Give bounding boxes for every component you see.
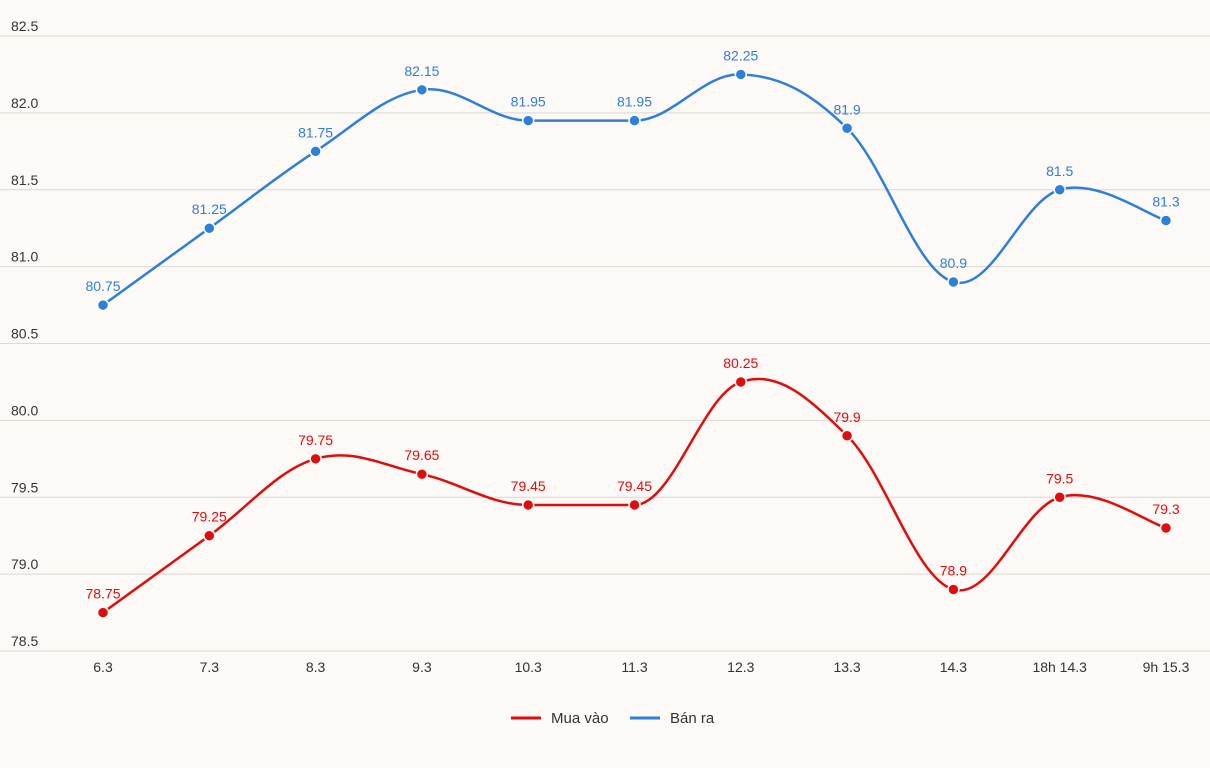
data-point[interactable]	[1159, 214, 1173, 227]
data-label: 79.5	[1046, 470, 1073, 486]
data-label: 79.9	[833, 409, 860, 425]
data-labels: 78.75 79.25 79.75 79.65 79.45 79.45 80.25 79.9 7…	[85, 47, 1179, 601]
x-tick-label: 7.3	[200, 659, 220, 675]
y-tick-label: 80.5	[11, 326, 38, 342]
y-tick-label: 79.0	[11, 556, 38, 572]
data-point[interactable]	[415, 467, 429, 481]
x-tick-label: 8.3	[306, 659, 326, 675]
data-label: 79.75	[298, 432, 333, 448]
y-tick-label: 78.5	[11, 633, 38, 649]
data-point[interactable]	[1159, 521, 1173, 535]
legend: Mua vào Bán ra	[511, 710, 715, 727]
data-label: 81.95	[617, 94, 652, 110]
x-tick-label: 9.3	[412, 659, 432, 675]
data-label: 82.15	[404, 63, 439, 79]
x-tick-label: 14.3	[940, 659, 967, 675]
data-label: 79.25	[192, 509, 227, 525]
data-label: 79.3	[1152, 501, 1179, 517]
y-tick-label: 79.5	[11, 479, 38, 495]
data-points	[96, 68, 1173, 619]
data-point[interactable]	[947, 583, 960, 596]
y-tick-label: 81.5	[11, 172, 38, 188]
x-tick-label: 10.3	[515, 659, 542, 675]
data-point[interactable]	[1053, 491, 1066, 504]
y-tick-label: 81.0	[11, 249, 38, 265]
data-point[interactable]	[947, 275, 960, 289]
data-point[interactable]	[203, 529, 216, 542]
gridlines	[0, 35, 1210, 652]
x-tick-label: 12.3	[727, 659, 754, 675]
data-point[interactable]	[309, 145, 322, 158]
data-label: 78.75	[85, 586, 120, 602]
data-label: 81.95	[511, 94, 546, 110]
y-axis-ticks: 82.5 82.0 81.5 81.0 80.5 80.0 79.5 79.0 78.5	[11, 18, 38, 649]
data-point[interactable]	[628, 498, 641, 512]
data-point[interactable]	[734, 375, 748, 389]
data-point[interactable]	[521, 498, 535, 512]
x-tick-label: 9h 15.3	[1143, 659, 1190, 675]
data-label: 81.25	[192, 201, 227, 217]
data-point[interactable]	[734, 68, 748, 81]
data-label: 79.65	[404, 447, 439, 463]
x-axis-ticks: 6.3 7.3 8.3 9.3 10.3 11.3 12.3 13.3 14.3 18h 14.3…	[93, 659, 1189, 675]
data-label: 81.5	[1046, 163, 1073, 179]
data-label: 80.9	[940, 255, 967, 271]
series-line-ban-ra	[101, 73, 1168, 307]
y-tick-label: 80.0	[11, 402, 38, 418]
data-point[interactable]	[521, 114, 535, 127]
x-tick-label: 13.3	[833, 659, 860, 675]
data-label: 82.25	[723, 47, 758, 63]
series-line-mua-vao	[101, 377, 1168, 614]
data-label: 80.75	[85, 278, 120, 294]
data-point[interactable]	[628, 114, 641, 127]
data-point[interactable]	[96, 606, 110, 619]
data-point[interactable]	[96, 298, 110, 312]
data-label: 81.3	[1152, 194, 1179, 210]
data-label: 79.45	[617, 478, 652, 494]
y-tick-label: 82.0	[11, 95, 38, 111]
data-label: 81.9	[833, 101, 860, 117]
data-point[interactable]	[840, 429, 854, 442]
legend-label[interactable]: Bán ra	[670, 710, 715, 727]
x-tick-label: 6.3	[93, 659, 113, 675]
data-point[interactable]	[309, 452, 322, 466]
data-label: 80.25	[723, 355, 758, 371]
data-point[interactable]	[415, 83, 429, 97]
data-point[interactable]	[840, 122, 854, 135]
x-tick-label: 18h 14.3	[1032, 659, 1087, 675]
data-label: 78.9	[940, 563, 967, 579]
data-label: 81.75	[298, 124, 333, 140]
data-point[interactable]	[1053, 183, 1066, 196]
data-label: 79.45	[511, 478, 546, 494]
y-tick-label: 82.5	[11, 18, 38, 34]
data-point[interactable]	[203, 221, 216, 235]
series-lines	[101, 73, 1168, 614]
x-tick-label: 11.3	[621, 659, 647, 675]
legend-label[interactable]: Mua vào	[551, 710, 609, 727]
